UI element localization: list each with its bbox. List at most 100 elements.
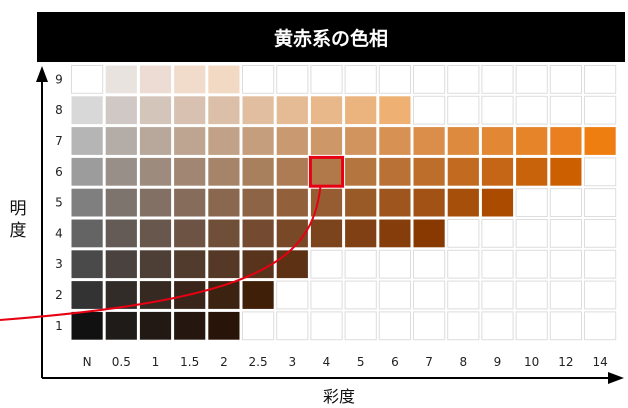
color-cell	[413, 249, 446, 279]
color-cell	[208, 157, 240, 186]
color-cell	[310, 157, 343, 186]
color-cell	[413, 311, 446, 341]
x-tick-label: N	[83, 355, 92, 369]
color-cell	[345, 157, 377, 186]
color-cell	[242, 157, 274, 186]
color-cell	[276, 280, 309, 310]
y-tick-label: 1	[55, 319, 63, 333]
color-cell	[242, 281, 274, 309]
color-cell	[345, 219, 377, 248]
color-cell	[550, 157, 582, 186]
color-cell	[549, 188, 582, 217]
color-cell	[549, 280, 582, 310]
color-cell	[379, 127, 411, 155]
color-cell	[242, 65, 275, 94]
color-cell	[413, 157, 445, 186]
color-cell	[413, 95, 446, 125]
color-cell	[139, 188, 172, 217]
color-cell	[276, 127, 308, 155]
color-cell	[447, 280, 480, 310]
color-cell	[310, 311, 343, 341]
color-cell	[515, 249, 548, 279]
color-cell	[481, 219, 514, 248]
color-cell	[378, 249, 411, 279]
color-cell	[71, 311, 103, 340]
color-cell	[105, 65, 137, 94]
color-cell	[242, 96, 274, 125]
color-cell	[105, 281, 137, 309]
color-cell	[378, 311, 411, 341]
color-cell	[105, 188, 137, 217]
color-cell	[276, 250, 308, 279]
color-cell	[174, 96, 206, 125]
color-cell	[139, 219, 172, 248]
color-cell	[378, 280, 411, 310]
x-tick-label: 2	[220, 355, 228, 369]
color-cell	[174, 188, 206, 217]
color-cell	[413, 280, 446, 310]
color-cell	[174, 250, 206, 279]
color-cell	[344, 311, 377, 341]
color-cell	[447, 249, 480, 279]
x-tick-label: 1.5	[180, 355, 199, 369]
color-cell	[447, 311, 480, 341]
color-cell	[71, 96, 103, 125]
y-axis-arrow-icon	[36, 66, 48, 82]
color-cell	[310, 249, 343, 279]
color-cell	[549, 249, 582, 279]
color-cell	[208, 219, 240, 248]
y-tick-label: 7	[55, 134, 63, 148]
color-cell	[515, 65, 548, 94]
y-axis-label: 明度	[9, 199, 27, 241]
color-cell	[549, 311, 582, 341]
color-cell	[242, 311, 275, 341]
color-cell	[174, 127, 206, 155]
x-tick-label: 1	[152, 355, 160, 369]
color-cell	[481, 311, 514, 341]
highlight-box	[308, 155, 345, 188]
color-cell	[139, 311, 172, 340]
color-cell	[345, 96, 377, 125]
color-cell	[481, 95, 514, 125]
axes	[36, 66, 624, 384]
color-cell	[379, 219, 411, 248]
chart-title: 黄赤系の色相	[37, 12, 625, 62]
color-cell	[208, 188, 240, 217]
color-cell	[344, 249, 377, 279]
color-cell	[242, 188, 274, 217]
color-cell	[208, 250, 240, 279]
color-cell	[584, 157, 617, 187]
color-cell	[413, 219, 445, 248]
color-cell	[276, 188, 308, 217]
color-cell	[310, 127, 343, 155]
color-cell	[379, 96, 411, 125]
color-cell	[276, 65, 309, 94]
color-cell	[515, 219, 548, 248]
x-tick-label: 2.5	[249, 355, 268, 369]
color-cell	[584, 219, 617, 248]
color-cell	[242, 250, 274, 279]
color-cell	[242, 127, 274, 155]
color-cell	[139, 281, 172, 309]
color-cell	[276, 219, 308, 248]
color-cell	[310, 219, 343, 248]
y-tick-label: 9	[55, 72, 63, 86]
color-cell	[310, 96, 343, 125]
y-tick-label: 6	[55, 165, 63, 179]
y-tick-label: 3	[55, 257, 63, 271]
color-cell	[208, 127, 240, 155]
x-tick-label: 5	[357, 355, 365, 369]
color-cell	[174, 65, 206, 94]
color-cell	[516, 157, 548, 186]
x-tick-label: 10	[524, 355, 539, 369]
color-cell	[345, 127, 377, 155]
color-cell	[584, 280, 617, 310]
color-cell	[208, 311, 240, 340]
cell-grid	[71, 65, 617, 341]
color-cell	[447, 95, 480, 125]
x-tick-label: 6	[391, 355, 399, 369]
y-tick-label: 2	[55, 288, 63, 302]
color-cell	[481, 280, 514, 310]
color-cell	[139, 96, 172, 125]
color-cell	[345, 188, 377, 217]
